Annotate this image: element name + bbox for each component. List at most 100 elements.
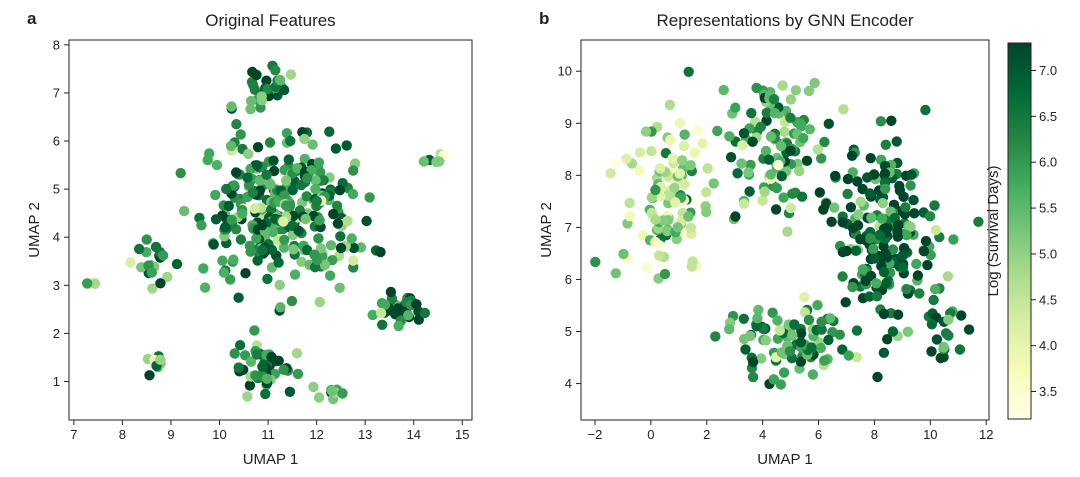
scatter-point	[674, 168, 685, 179]
scatter-point	[755, 121, 766, 133]
scatter-point	[640, 126, 652, 137]
scatter-point	[157, 250, 169, 261]
scatter-point	[880, 183, 891, 194]
scatter-point	[926, 346, 937, 357]
scatter-point	[803, 314, 815, 326]
scatter-point	[662, 225, 673, 237]
scatter-point	[773, 159, 784, 171]
scatter-point	[347, 188, 359, 200]
scatter-point	[881, 277, 892, 289]
scatter-point	[313, 157, 325, 168]
scatter-point	[891, 136, 902, 147]
x-tick-label: 10	[212, 427, 226, 442]
scatter-point	[747, 356, 759, 368]
scatter-point	[862, 172, 873, 183]
scatter-point	[646, 145, 657, 157]
scatter-point	[179, 205, 190, 217]
scatter-point	[756, 353, 767, 364]
scatter-point	[155, 278, 166, 289]
x-tick-label: 4	[759, 427, 766, 442]
scatter-point	[738, 198, 750, 209]
scatter-point	[125, 257, 136, 268]
scatter-point	[938, 341, 949, 353]
y-tick-label: 10	[558, 64, 572, 79]
scatter-point	[334, 282, 345, 293]
scatter-point	[301, 191, 312, 202]
scatter-point	[763, 154, 775, 165]
scatter-point	[840, 297, 851, 308]
scatter-point	[319, 259, 331, 271]
scatter-point	[147, 283, 158, 294]
scatter-point	[823, 118, 834, 129]
scatter-point	[226, 214, 237, 225]
scatter-point	[730, 102, 741, 113]
scatter-point	[911, 258, 922, 270]
scatter-point	[162, 271, 173, 283]
scatter-point	[621, 153, 632, 164]
scatter-point	[348, 242, 359, 254]
scatter-point	[798, 132, 809, 144]
scatter-point	[315, 243, 327, 254]
x-tick-label: 15	[455, 427, 469, 442]
scatter-point	[299, 133, 310, 145]
scatter-point	[261, 169, 272, 180]
scatter-point	[761, 107, 772, 119]
colorbar-tick-label: 5.0	[1039, 246, 1057, 261]
scatter-point	[819, 136, 830, 148]
scatter-point	[777, 80, 788, 91]
x-tick-label: 8	[119, 427, 126, 442]
scatter-point	[218, 267, 229, 278]
scatter-point	[348, 255, 359, 266]
scatter-point	[235, 234, 247, 245]
scatter-point	[767, 307, 778, 318]
scatter-point	[837, 271, 848, 282]
scatter-point	[686, 261, 697, 272]
scatter-point	[134, 243, 145, 255]
scatter-point	[251, 233, 262, 244]
scatter-point	[308, 381, 319, 393]
scatter-point	[242, 391, 253, 402]
scatter-point	[310, 175, 321, 186]
x-tick-label: 12	[309, 427, 323, 442]
colorbar-tick-label: 6.5	[1039, 109, 1057, 124]
scatter-point	[375, 246, 386, 258]
y-axis-label: UMAP 2	[26, 202, 43, 258]
scatter-point	[634, 147, 646, 158]
scatter-point	[874, 229, 885, 241]
scatter-point	[770, 204, 782, 215]
y-tick-label: 4	[53, 230, 60, 245]
scatter-point	[654, 163, 666, 174]
colorbar-tick-label: 6.0	[1039, 155, 1057, 170]
scatter-point	[245, 246, 256, 257]
scatter-point	[846, 150, 858, 161]
scatter-point	[838, 104, 849, 115]
scatter-point	[803, 85, 815, 97]
scatter-point	[653, 250, 665, 261]
scatter-point	[829, 202, 840, 213]
scatter-point	[287, 185, 298, 196]
scatter-point	[778, 192, 789, 203]
x-tick-label: 2	[703, 427, 710, 442]
scatter-point	[760, 145, 772, 157]
scatter-point	[433, 156, 445, 167]
x-tick-label: 0	[647, 427, 654, 442]
scatter-point	[175, 167, 186, 179]
scatter-point	[769, 108, 781, 119]
scatter-point	[419, 307, 431, 319]
scatter-point	[806, 342, 817, 353]
scatter-point	[768, 374, 779, 385]
colorbar	[1007, 42, 1032, 420]
scatter-point	[375, 307, 387, 319]
scatter-point	[746, 107, 757, 119]
scatter-point	[334, 185, 345, 196]
scatter-point	[779, 126, 790, 137]
scatter-point	[610, 157, 621, 168]
scatter-point	[851, 352, 862, 363]
scatter-point	[787, 188, 798, 199]
scatter-point	[881, 223, 892, 234]
scatter-point	[221, 183, 232, 195]
scatter-point	[905, 180, 916, 191]
scatter-point	[292, 368, 304, 380]
scatter-point	[202, 154, 213, 166]
